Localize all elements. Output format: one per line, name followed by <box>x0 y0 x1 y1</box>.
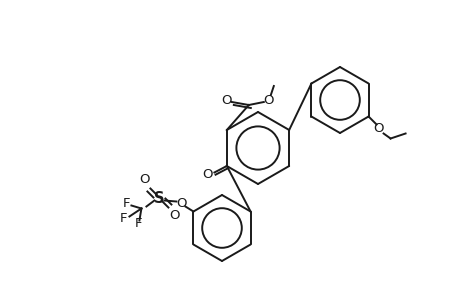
Text: O: O <box>176 197 186 210</box>
Text: O: O <box>373 122 383 135</box>
Text: O: O <box>139 173 149 186</box>
Text: F: F <box>134 217 142 230</box>
Text: F: F <box>119 212 127 225</box>
Text: S: S <box>154 191 164 206</box>
Text: O: O <box>221 94 232 106</box>
Text: F: F <box>123 197 130 210</box>
Text: O: O <box>202 168 213 181</box>
Text: O: O <box>169 209 179 222</box>
Text: O: O <box>263 94 274 106</box>
